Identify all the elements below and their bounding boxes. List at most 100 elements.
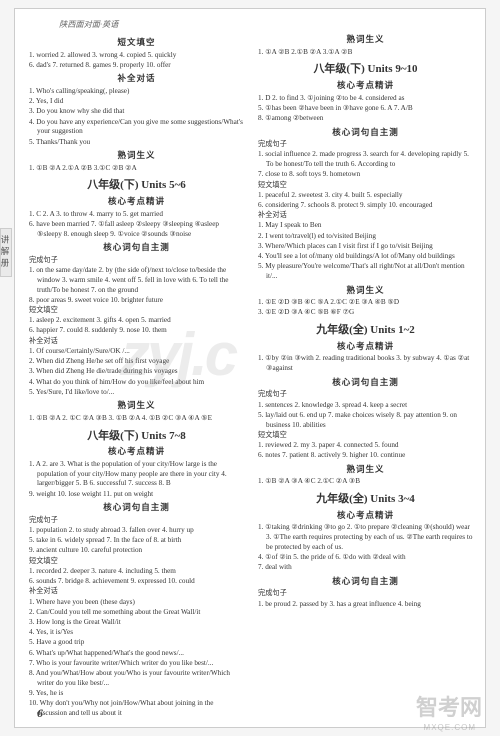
content-item: 补全对话 bbox=[29, 587, 244, 597]
section-heading: 熟词生义 bbox=[258, 464, 473, 475]
content-item: 1. sentences 2. knowledge 3. spread 4. k… bbox=[258, 401, 473, 411]
content-item: 1. Where have you been (these days) bbox=[29, 598, 244, 608]
unit-heading: 九年级(全) Units 3~4 bbox=[258, 492, 473, 507]
content-item: 1. Of course/Certainly/Sure/OK /... bbox=[29, 347, 244, 357]
section-heading: 核心词句自主测 bbox=[258, 576, 473, 587]
content-item: 2. Can/Could you tell me something about… bbox=[29, 608, 244, 618]
unit-heading: 九年级(全) Units 1~2 bbox=[258, 323, 473, 338]
unit-heading: 八年级(下) Units 7~8 bbox=[29, 429, 244, 444]
content-item: 短文填空 bbox=[29, 306, 244, 316]
content-item: 9. Yes, he is bbox=[29, 689, 244, 699]
content-item: 1. ①B ②A 2. ①C ②A ③B 3. ①B ②A 4. ①B ②C ③… bbox=[29, 414, 244, 424]
section-heading: 熟词生义 bbox=[258, 285, 473, 296]
content-item: 完成句子 bbox=[29, 516, 244, 526]
content-item: 6. sounds 7. bridge 8. achievement 9. ex… bbox=[29, 577, 244, 587]
content-item: 1. recorded 2. deeper 3. nature 4. inclu… bbox=[29, 567, 244, 577]
content-item: 2. I went to/travel(l) ed to/visited Bei… bbox=[258, 232, 473, 242]
section-heading: 核心考点精讲 bbox=[29, 446, 244, 457]
section-heading: 核心考点精讲 bbox=[258, 510, 473, 521]
content-item: 5. My pleasure/You're welcome/That's all… bbox=[258, 262, 473, 281]
content-item: 5. lay/laid out 6. end up 7. make choice… bbox=[258, 411, 473, 430]
content-item: 10. Why don't you/Why not join/How/What … bbox=[29, 699, 244, 718]
content-item: 6. What's up/What happened/What's the go… bbox=[29, 649, 244, 659]
content-item: 8. ①among ②between bbox=[258, 114, 473, 124]
side-tab: 讲解册 bbox=[0, 228, 12, 277]
content-item: 1. ①B ②A 2.①A ②B 3.①C ②B ②A bbox=[29, 164, 244, 174]
content-item: 6. happier 7. could 8. suddenly 9. nose … bbox=[29, 326, 244, 336]
content-item: 4. You'll see a lot of/many old building… bbox=[258, 252, 473, 262]
content-item: 9. ancient culture 10. careful protectio… bbox=[29, 546, 244, 556]
content-item: 短文填空 bbox=[29, 557, 244, 567]
section-heading: 核心考点精讲 bbox=[258, 80, 473, 91]
content-item: 6. notes 7. patient 8. actively 9. highe… bbox=[258, 451, 473, 461]
section-heading: 核心考点精讲 bbox=[29, 196, 244, 207]
content-item: 4. Yes, it is/Yes bbox=[29, 628, 244, 638]
content-item: 1. C 2. A 3. to throw 4. marry to 5. get… bbox=[29, 210, 244, 220]
content-item: 3. Do you know why she did that bbox=[29, 107, 244, 117]
content-item: 8. And you/What/How about you/Who is you… bbox=[29, 669, 244, 688]
section-heading: 熟词生义 bbox=[258, 34, 473, 45]
content-item: 1. ①by ②in ③with 2. reading traditional … bbox=[258, 354, 473, 373]
content-item: 7. deal with bbox=[258, 563, 473, 573]
content-item: 5. Yes/Sure, I'd like/love to/... bbox=[29, 388, 244, 398]
section-heading: 熟词生义 bbox=[29, 400, 244, 411]
content-item: 补全对话 bbox=[29, 337, 244, 347]
content-item: 短文填空 bbox=[258, 181, 473, 191]
content-item: 完成句子 bbox=[258, 140, 473, 150]
content-item: 1. worried 2. allowed 3. wrong 4. copied… bbox=[29, 51, 244, 61]
content-item: 完成句子 bbox=[258, 589, 473, 599]
section-heading: 短文填空 bbox=[29, 37, 244, 48]
content-item: 4. What do you think of him/How do you l… bbox=[29, 378, 244, 388]
page-header: 陕西面对面·英语 bbox=[29, 19, 473, 30]
content-item: 1. be proud 2. passed by 3. has a great … bbox=[258, 600, 473, 610]
content-item: 5. take in 6. widely spread 7. In the fa… bbox=[29, 536, 244, 546]
content-item: 完成句子 bbox=[258, 390, 473, 400]
content-item: 3. ①E ②D ③A ④C ⑤B ⑥F ⑦G bbox=[258, 308, 473, 318]
content-columns: 短文填空 1. worried 2. allowed 3. wrong 4. co… bbox=[29, 34, 473, 722]
content-item: 3. Where/Which places can I visit first … bbox=[258, 242, 473, 252]
content-item: 7. close to 8. soft toys 9. hometown bbox=[258, 170, 473, 180]
content-item: 6. have been married 7. ①fall asleep ②sl… bbox=[29, 220, 244, 239]
section-heading: 核心考点精讲 bbox=[258, 341, 473, 352]
unit-heading: 八年级(下) Units 5~6 bbox=[29, 178, 244, 193]
content-item: 2. Yes, I did bbox=[29, 97, 244, 107]
content-item: 5. ①has been ②have been in ③have gone 6.… bbox=[258, 104, 473, 114]
content-item: 1. on the same day/date 2. by (the side … bbox=[29, 266, 244, 295]
content-item: 1. reviewed 2. my 3. paper 4. connected … bbox=[258, 441, 473, 451]
content-item: 1. population 2. to study abroad 3. fall… bbox=[29, 526, 244, 536]
content-item: 1. ①A ②B 2.①B ②A 3.①A ②B bbox=[258, 48, 473, 58]
page-number: 6 bbox=[37, 705, 43, 721]
content-item: 3. How long is the Great Wall/it bbox=[29, 618, 244, 628]
content-item: 6. dad's 7. returned 8. games 9. properl… bbox=[29, 61, 244, 71]
content-item: 短文填空 bbox=[258, 431, 473, 441]
content-item: 6. considering 7. schools 8. protect 9. … bbox=[258, 201, 473, 211]
content-item: 5. Have a good trip bbox=[29, 638, 244, 648]
content-item: 1. ①B ②A ③A ④C 2.①C ②A ③B bbox=[258, 477, 473, 487]
content-item: 4. ①of ②in 5. the pride of 6. ①do with ②… bbox=[258, 553, 473, 563]
section-heading: 补全对话 bbox=[29, 73, 244, 84]
content-item: 1. social influence 2. made progress 3. … bbox=[258, 150, 473, 169]
page-container: 陕西面对面·英语 短文填空 1. worried 2. allowed 3. wr… bbox=[14, 8, 486, 728]
content-item: 1. ①E ②D ③B ④C ⑤A 2.①C ②E ③A ④B ⑤D bbox=[258, 298, 473, 308]
content-item: 1. asleep 2. excitement 3. gifts 4. open… bbox=[29, 316, 244, 326]
content-item: 7. Who is your favourite writer/Which wr… bbox=[29, 659, 244, 669]
content-item: 5. Thanks/Thank you bbox=[29, 138, 244, 148]
section-heading: 核心词句自主测 bbox=[29, 502, 244, 513]
content-item: 完成句子 bbox=[29, 256, 244, 266]
section-heading: 核心词句自主测 bbox=[258, 127, 473, 138]
content-item: 1. D 2. to find 3. ①joining ②to be 4. co… bbox=[258, 94, 473, 104]
section-heading: 核心词句自主测 bbox=[258, 377, 473, 388]
content-item: 1. A 2. are 3. What is the population of… bbox=[29, 460, 244, 489]
content-item: 2. When did Zheng He/he set off his firs… bbox=[29, 357, 244, 367]
content-item: 补全对话 bbox=[258, 211, 473, 221]
content-item: 1. May I speak to Ben bbox=[258, 221, 473, 231]
content-item: 1. ①taking ②drinking ③to go 2. ①to prepa… bbox=[258, 523, 473, 552]
content-item: 3. When did Zheng He die/trade during hi… bbox=[29, 367, 244, 377]
content-item: 1. peaceful 2. sweetest 3. city 4. built… bbox=[258, 191, 473, 201]
section-heading: 核心词句自主测 bbox=[29, 242, 244, 253]
unit-heading: 八年级(下) Units 9~10 bbox=[258, 62, 473, 77]
content-item: 9. weight 10. lose weight 11. put on wei… bbox=[29, 490, 244, 500]
content-item: 4. Do you have any experience/Can you gi… bbox=[29, 118, 244, 137]
content-item: 1. Who's calling/speaking(, please) bbox=[29, 87, 244, 97]
content-item: 8. poor areas 9. sweet voice 10. brighte… bbox=[29, 296, 244, 306]
